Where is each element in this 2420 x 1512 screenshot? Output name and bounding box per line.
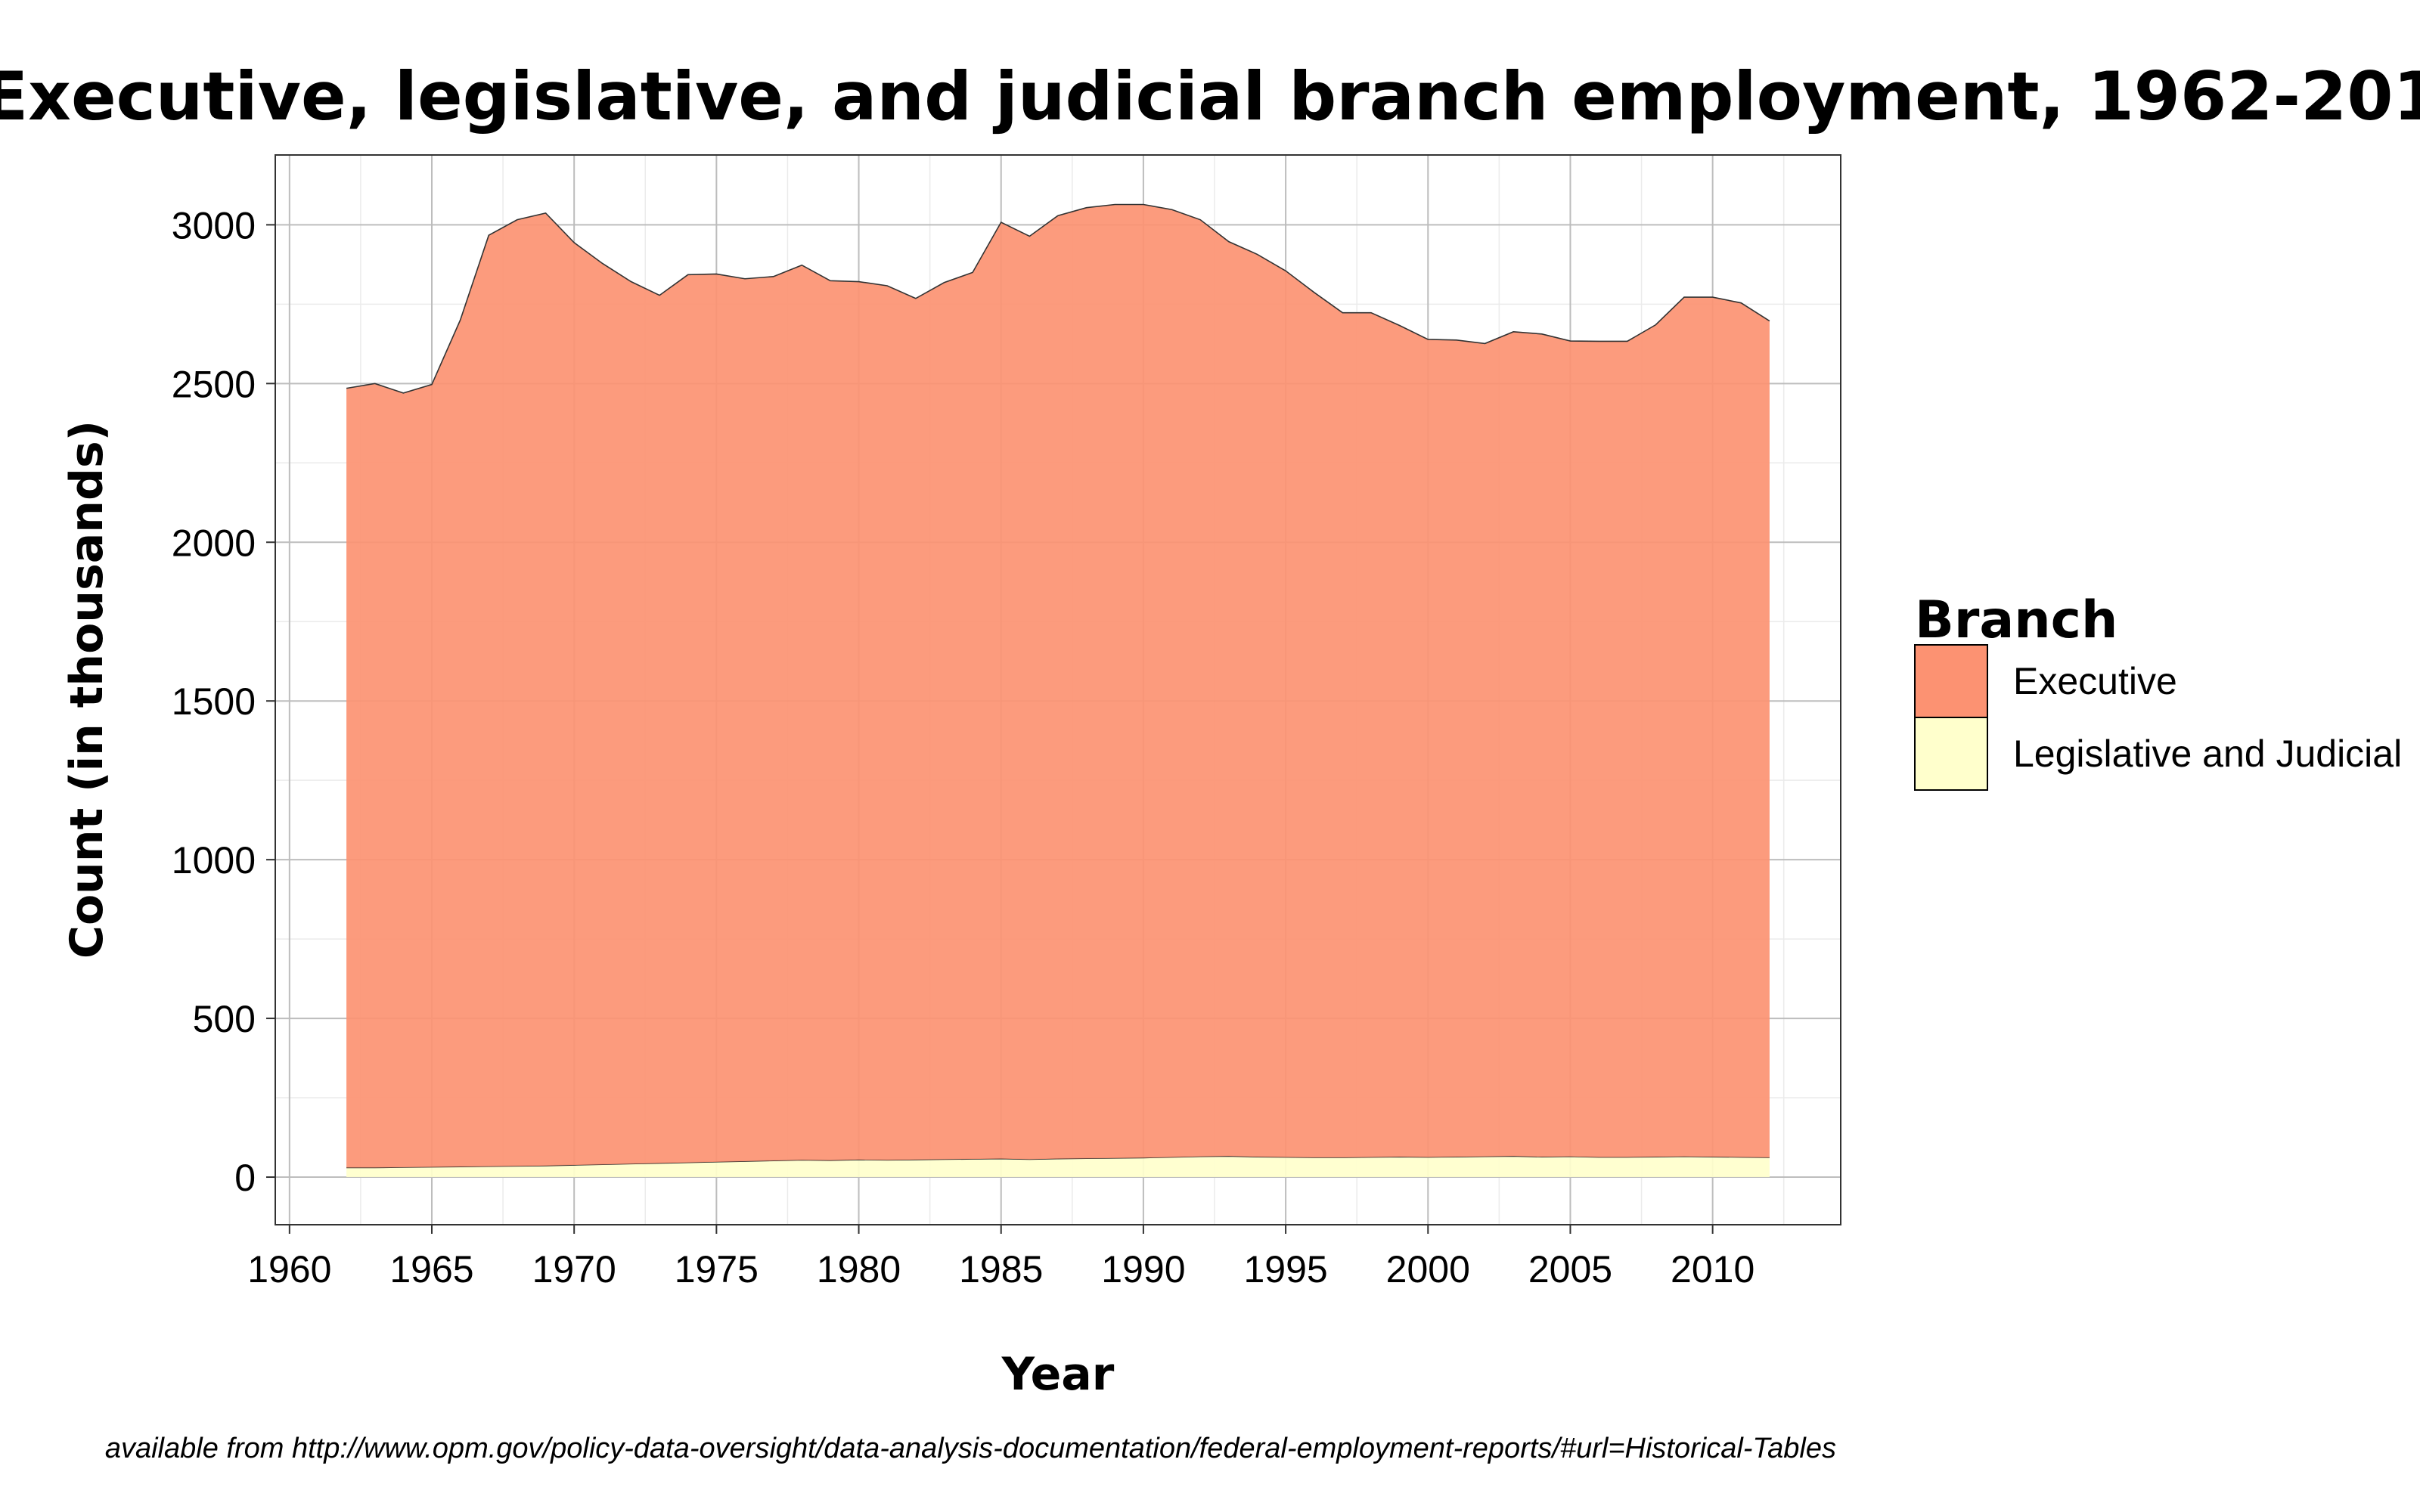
legend-label-legislative-judicial: Legislative and Judicial xyxy=(2013,733,2402,775)
y-axis: 0 500 1000 1500 2000 2500 3000 xyxy=(172,204,275,1199)
area-series xyxy=(346,203,1770,1178)
y-tick-label: 1500 xyxy=(172,680,256,723)
y-tick-label: 1000 xyxy=(172,839,256,881)
x-tick-label: 1995 xyxy=(1243,1248,1327,1290)
y-axis-title: Count (in thousands) xyxy=(60,420,113,959)
x-tick-label: 1990 xyxy=(1101,1248,1185,1290)
legend-key-legislative-judicial xyxy=(1914,717,1988,791)
y-tick-label: 3000 xyxy=(172,204,256,246)
x-tick-label: 1985 xyxy=(959,1248,1043,1290)
y-tick-label: 0 xyxy=(234,1157,256,1199)
x-tick-label: 1975 xyxy=(675,1248,759,1290)
area-executive xyxy=(346,204,1770,1168)
x-tick-label: 1970 xyxy=(532,1248,616,1290)
legend-title: Branch xyxy=(1915,590,2118,650)
area-outline-executive xyxy=(346,203,1770,394)
legend-label-executive: Executive xyxy=(2013,660,2177,702)
y-tick-label: 500 xyxy=(193,998,256,1040)
y-tick-label: 2000 xyxy=(172,522,256,564)
x-tick-label: 1965 xyxy=(389,1248,473,1290)
y-tick-label: 2500 xyxy=(172,363,256,405)
x-tick-label: 1960 xyxy=(247,1248,331,1290)
x-tick-label: 2005 xyxy=(1528,1248,1612,1290)
legend: Branch Executive Legislative and Judicia… xyxy=(1914,590,2402,791)
x-axis-title: Year xyxy=(1001,1348,1115,1401)
x-axis: 1960 1965 1970 1975 1980 1985 1990 1995 2000 2005… xyxy=(247,1225,1754,1290)
plot-area xyxy=(275,154,1841,1225)
x-tick-label: 2000 xyxy=(1386,1248,1470,1290)
plot-border xyxy=(275,154,1841,1225)
chart-title: Executive, legislative, and judicial bra… xyxy=(0,57,2420,135)
x-tick-label: 1980 xyxy=(817,1248,901,1290)
area-legislative-and-judicial xyxy=(346,1156,1770,1178)
x-tick-label: 2010 xyxy=(1671,1248,1754,1290)
legend-key-executive xyxy=(1914,644,1988,718)
chart-caption: available from http://www.opm.gov/policy… xyxy=(105,1433,1836,1464)
